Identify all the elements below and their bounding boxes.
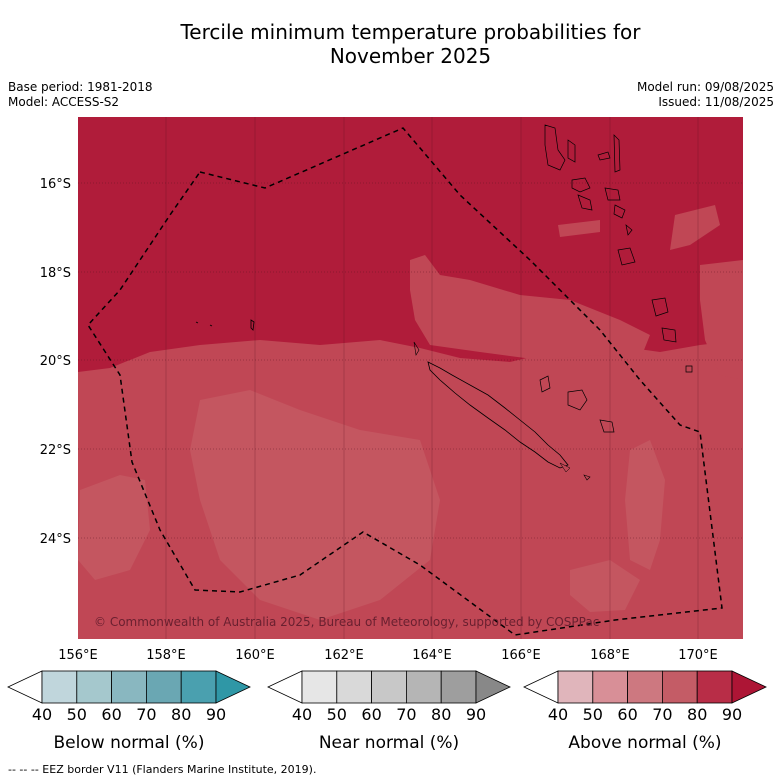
base-period: Base period: 1981-2018 — [8, 80, 153, 94]
colorbar-extend-high — [731, 670, 767, 704]
lon-label: 168°E — [590, 648, 630, 663]
vanuatu-islands — [544, 124, 693, 373]
colorbar-extend-low — [7, 670, 43, 704]
lat-label: 24°S — [40, 532, 71, 547]
lat-label: 18°S — [40, 266, 71, 281]
colorbar-segment — [41, 670, 78, 704]
lon-axis: 156°E 158°E 160°E 162°E 164°E 166°E 168°… — [58, 648, 718, 663]
colorbar-extend-low — [267, 670, 303, 704]
field-tertiary-2 — [78, 475, 150, 580]
colorbar-tick-label: 40 — [32, 705, 52, 724]
colorbar-tick-label: 40 — [292, 705, 312, 724]
colorbar-tick-label: 50 — [327, 705, 347, 724]
colorbar-title: Below normal (%) — [54, 733, 205, 753]
colorbar-segment — [180, 670, 217, 704]
colorbar-segment — [592, 670, 629, 704]
colorbar-extend-high — [475, 670, 511, 704]
map-title: Tercile minimum temperature probabilitie… — [0, 20, 781, 68]
colorbar-segment — [76, 670, 113, 704]
meta-right: Model run: 09/08/2025 Issued: 11/08/2025 — [637, 80, 774, 110]
colorbar-tick-label: 40 — [548, 705, 568, 724]
colorbar-title: Above normal (%) — [568, 733, 721, 753]
colorbar-tick-label: 60 — [361, 705, 381, 724]
colorbar-tick-label: 80 — [687, 705, 707, 724]
lat-label: 16°S — [40, 177, 71, 192]
colorbar-extend-high — [215, 670, 251, 704]
field-tertiary-1 — [190, 390, 440, 620]
lat-axis: 16°S 18°S 20°S 22°S 24°S — [40, 177, 71, 547]
belep-island — [413, 341, 420, 356]
field-secondary-center — [410, 255, 650, 360]
colorbar-tick-label: 90 — [466, 705, 486, 724]
colorbar-segment — [405, 670, 442, 704]
colorbar-tick-label: 70 — [652, 705, 672, 724]
field-secondary-east — [700, 260, 743, 380]
colorbar-tick-label: 60 — [617, 705, 637, 724]
lon-label: 162°E — [324, 648, 364, 663]
colorbar-extend-low — [523, 670, 559, 704]
colorbar-tick-label: 50 — [583, 705, 603, 724]
small-reefs — [195, 319, 255, 331]
lat-label: 20°S — [40, 354, 71, 369]
title-line-2: November 2025 — [329, 44, 492, 68]
lat-label: 22°S — [40, 443, 71, 458]
colorbar-tick-label: 80 — [171, 705, 191, 724]
field-tertiary-3 — [625, 440, 665, 570]
colorbar-tick-label: 80 — [431, 705, 451, 724]
field-secondary-ne — [670, 205, 720, 250]
colorbar-segment — [301, 670, 338, 704]
eez-footnote: -- -- -- EEZ border V11 (Flanders Marine… — [8, 763, 317, 776]
ouvea-island — [539, 375, 551, 393]
colorbar-segment — [696, 670, 733, 704]
lon-label: 166°E — [501, 648, 541, 663]
copyright-notice: © Commonwealth of Australia 2025, Bureau… — [94, 615, 599, 629]
meridians — [165, 117, 699, 639]
colorbar-tick-label: 60 — [101, 705, 121, 724]
field-tertiary-4 — [570, 560, 640, 612]
issued-date: Issued: 11/08/2025 — [658, 95, 774, 109]
colorbar-segment — [661, 670, 698, 704]
colorbar-segment — [371, 670, 407, 704]
lon-label: 164°E — [412, 648, 452, 663]
model-name: Model: ACCESS-S2 — [8, 95, 120, 109]
lon-label: 158°E — [146, 648, 186, 663]
model-run: Model run: 09/08/2025 — [636, 80, 774, 94]
walpole-island — [583, 474, 591, 481]
title-line-1: Tercile minimum temperature probabilitie… — [180, 20, 641, 44]
colorbar-tick-label: 70 — [136, 705, 156, 724]
colorbar-segment — [627, 670, 663, 704]
colorbar-segment — [145, 670, 182, 704]
colorbar-tick-label: 90 — [722, 705, 742, 724]
lon-label: 170°E — [678, 648, 718, 663]
colorbar-tick-label: 90 — [206, 705, 226, 724]
lon-label: 156°E — [58, 648, 98, 663]
eez-border — [87, 127, 723, 636]
colorbar-segment — [336, 670, 373, 704]
colorbar-segment — [440, 670, 477, 704]
field-secondary-small — [558, 220, 600, 237]
colorbar-title: Near normal (%) — [319, 733, 459, 753]
lifou-island — [567, 389, 588, 411]
meta-left: Base period: 1981-2018 Model: ACCESS-S2 — [8, 80, 153, 110]
colorbar-segment — [111, 670, 147, 704]
colorbar-segment — [557, 670, 594, 704]
mare-island — [599, 419, 615, 433]
isle-of-pines — [559, 462, 571, 473]
lon-label: 160°E — [235, 648, 275, 663]
colorbar-tick-label: 50 — [67, 705, 87, 724]
probability-field: © Commonwealth of Australia 2025, Bureau… — [78, 117, 743, 639]
colorbar-tick-label: 70 — [396, 705, 416, 724]
colorbar-near-normal: 40 50 60 70 80 90 Near normal (%) — [267, 670, 511, 753]
